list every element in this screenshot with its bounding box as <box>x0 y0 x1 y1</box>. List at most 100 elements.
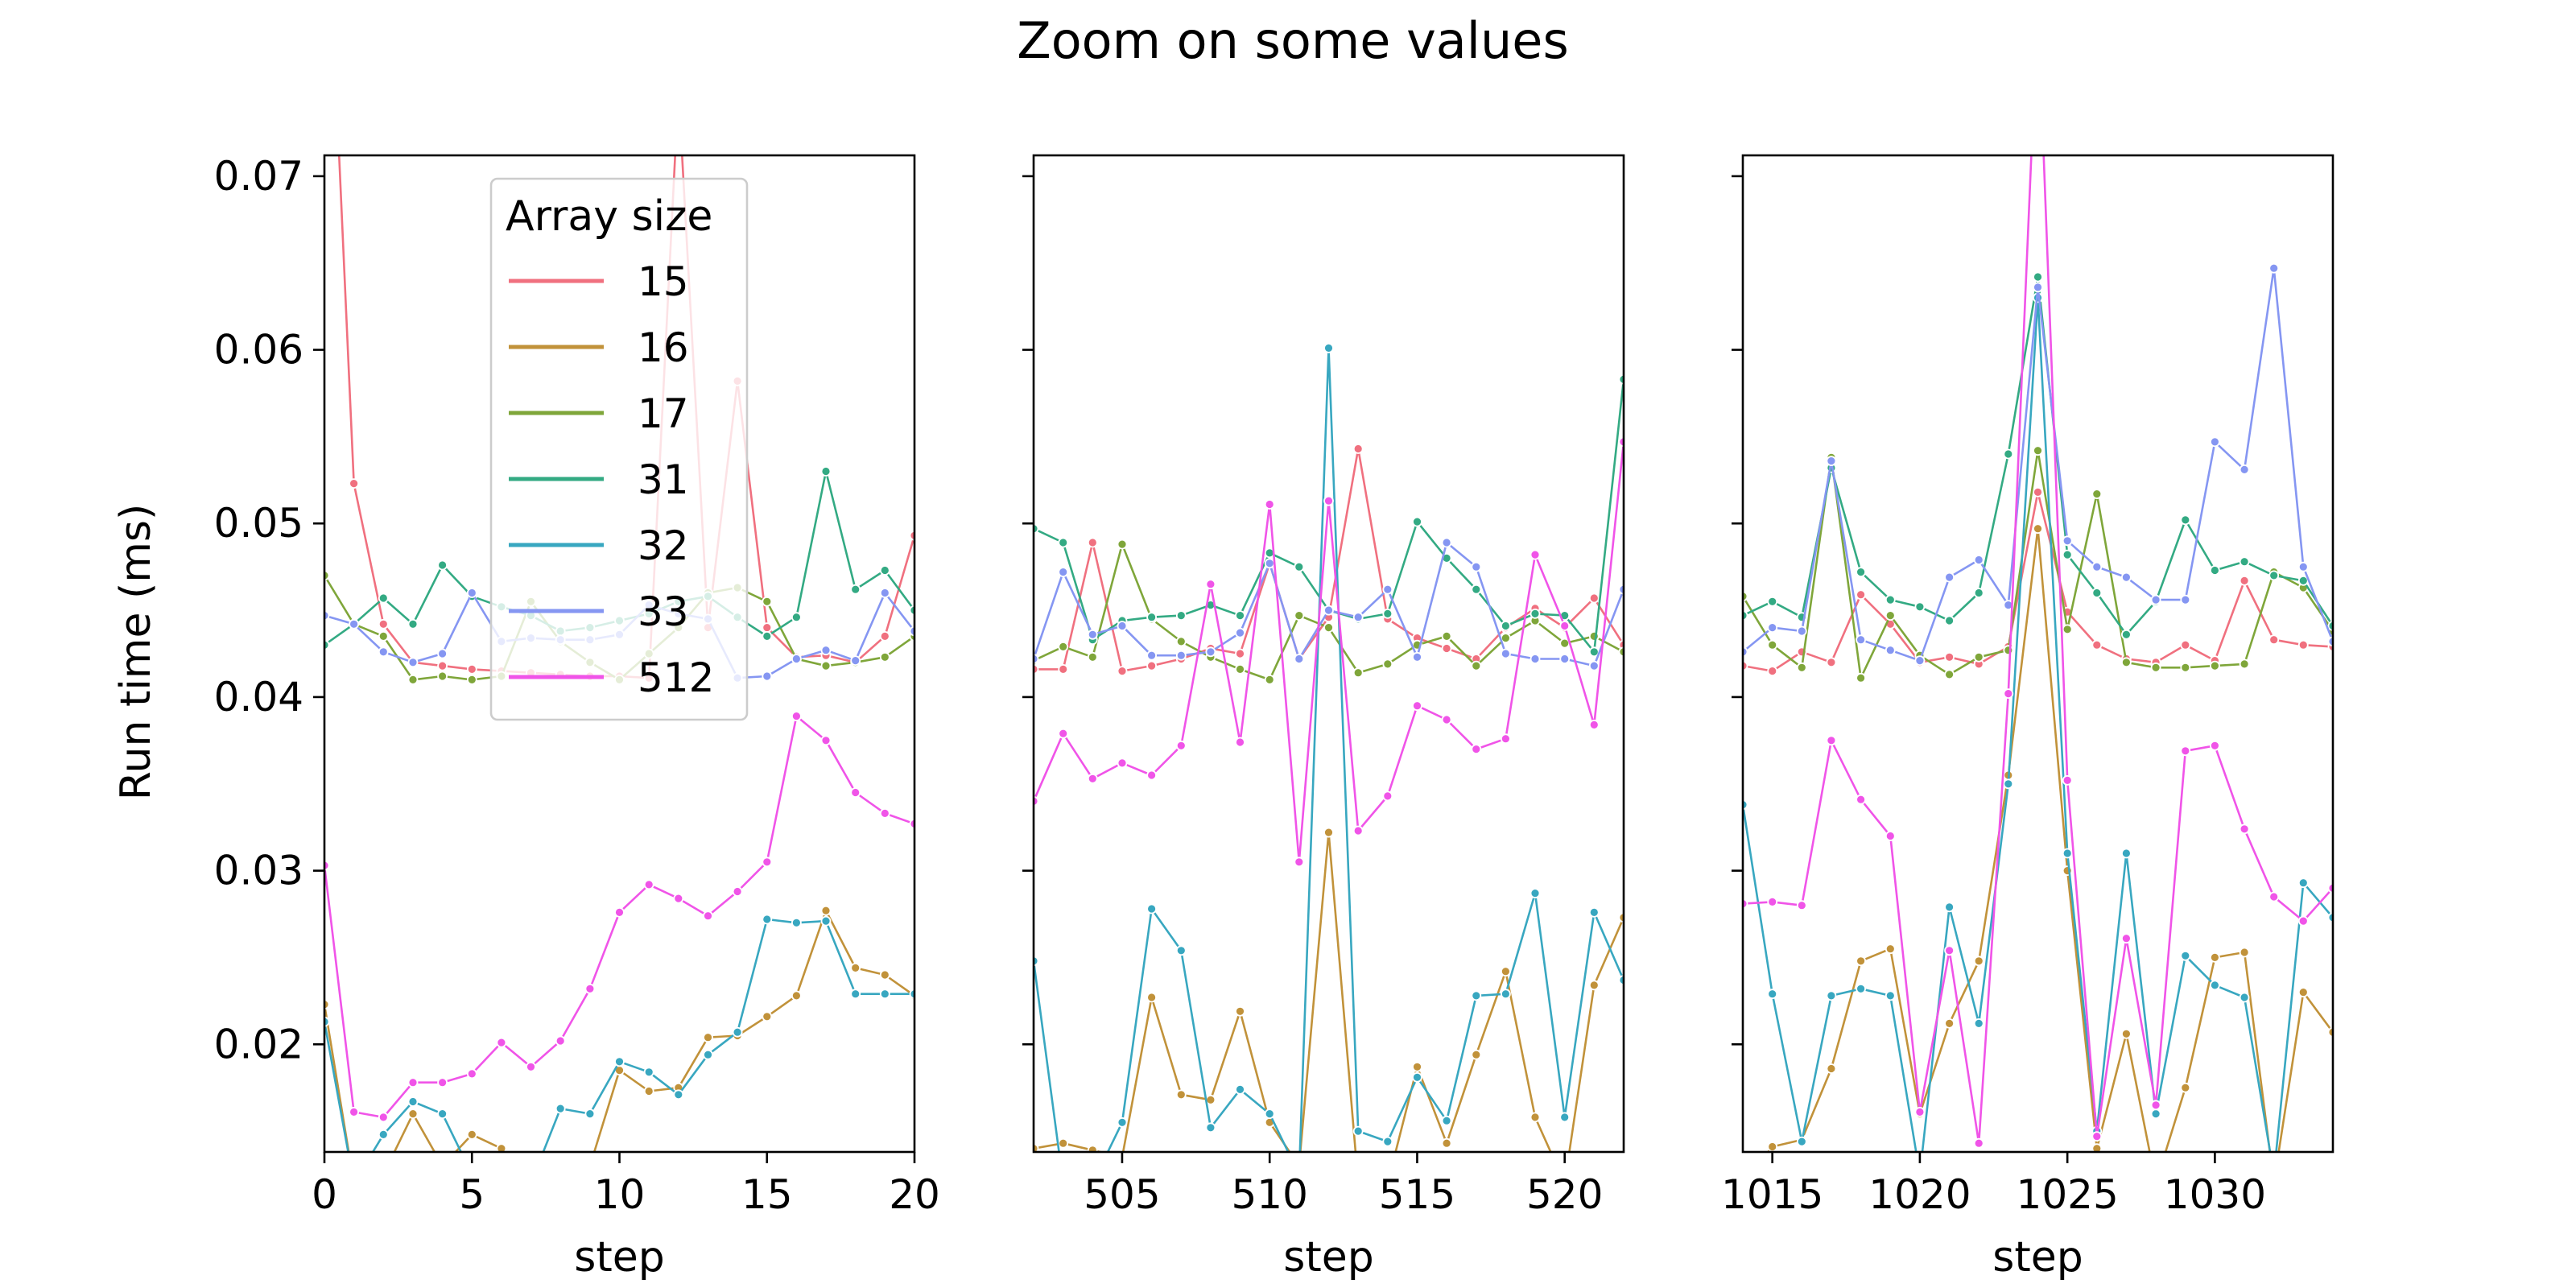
legend-item-17: 17 <box>509 390 689 437</box>
data-point <box>1352 444 1364 454</box>
data-point <box>2297 987 2309 997</box>
data-point <box>2239 464 2250 475</box>
x-tick-label: 505 <box>1084 1171 1160 1218</box>
data-point <box>1034 654 1039 664</box>
data-point <box>1856 672 1867 683</box>
data-point <box>1796 625 1807 637</box>
data-point <box>1146 612 1157 623</box>
data-point <box>1034 956 1039 967</box>
data-point <box>643 1067 654 1078</box>
data-point <box>791 917 802 928</box>
data-point <box>2297 915 2309 927</box>
data-point <box>2327 912 2333 923</box>
data-point <box>1796 900 1807 911</box>
data-point <box>791 711 802 721</box>
data-point <box>643 879 654 890</box>
data-point <box>1117 1117 1128 1128</box>
data-point <box>1588 720 1600 730</box>
data-point <box>407 1096 419 1107</box>
data-point <box>703 910 713 922</box>
legend-label: 15 <box>638 258 689 305</box>
data-point <box>1944 945 1955 956</box>
data-point <box>879 651 890 663</box>
data-point <box>2239 824 2250 835</box>
x-tick-label: 510 <box>1231 1171 1307 1218</box>
data-point <box>1117 539 1128 550</box>
series-512 <box>324 711 914 1123</box>
data-point <box>407 1108 419 1119</box>
data-point <box>496 1037 507 1048</box>
data-point <box>1743 591 1748 602</box>
data-point <box>407 657 419 668</box>
data-point <box>1352 1125 1364 1137</box>
data-point <box>909 989 914 1000</box>
data-point <box>2209 952 2220 963</box>
series-17 <box>1743 445 2333 683</box>
data-point <box>2268 262 2280 274</box>
data-point <box>2327 882 2333 894</box>
data-point <box>1944 572 1955 583</box>
data-point <box>879 969 890 980</box>
data-point <box>466 1068 477 1080</box>
data-point <box>1530 549 1541 560</box>
legend-label: 16 <box>638 324 689 371</box>
data-point <box>1885 610 1896 621</box>
data-point <box>2268 634 2280 646</box>
data-point <box>1588 980 1600 991</box>
data-point <box>466 675 477 685</box>
data-point <box>762 622 773 633</box>
data-point <box>437 1108 448 1119</box>
data-point <box>1146 660 1157 671</box>
data-point <box>879 565 890 576</box>
data-point <box>2209 436 2220 448</box>
data-point <box>1412 1061 1422 1072</box>
data-point <box>378 646 389 658</box>
data-point <box>2120 848 2132 859</box>
data-point <box>1205 1122 1216 1133</box>
data-point <box>1382 584 1393 595</box>
data-point <box>1856 956 1867 967</box>
data-point <box>1944 1018 1955 1029</box>
data-point <box>820 905 832 916</box>
data-point <box>1175 740 1187 751</box>
data-point <box>2091 639 2103 650</box>
data-point <box>1856 589 1867 601</box>
data-point <box>1973 1137 1984 1149</box>
data-point <box>1058 642 1069 652</box>
data-point <box>1767 622 1778 633</box>
data-point <box>466 588 477 598</box>
data-point <box>791 654 802 664</box>
data-point <box>1058 567 1069 577</box>
data-point <box>1767 1141 1778 1152</box>
data-point <box>526 1061 536 1072</box>
data-point <box>2091 489 2103 499</box>
data-point <box>2209 740 2220 751</box>
data-point <box>555 1103 566 1114</box>
data-point <box>1471 584 1482 595</box>
data-point <box>1856 983 1867 994</box>
data-point <box>1944 615 1955 626</box>
data-point <box>1501 989 1511 1000</box>
data-point <box>2062 624 2073 635</box>
data-point <box>1146 903 1157 914</box>
data-point <box>820 660 832 671</box>
data-point <box>1441 714 1452 725</box>
data-point <box>879 808 890 819</box>
data-point <box>1530 654 1541 664</box>
data-point <box>1323 827 1334 838</box>
data-point <box>496 1143 507 1152</box>
data-point <box>466 1129 477 1140</box>
axes-frame <box>1032 154 1625 1154</box>
data-point <box>1618 975 1624 985</box>
data-point <box>1885 990 1896 1001</box>
data-point <box>643 1086 654 1096</box>
y-tick-label: 0.07 <box>214 153 303 200</box>
data-point <box>1146 992 1157 1003</box>
x-tick-label: 520 <box>1526 1171 1603 1218</box>
data-point <box>1618 646 1624 658</box>
data-point <box>1117 621 1128 631</box>
data-point <box>1294 654 1305 664</box>
legend-item-31: 31 <box>509 456 689 503</box>
data-point <box>1264 1108 1275 1119</box>
data-point <box>2180 514 2191 526</box>
